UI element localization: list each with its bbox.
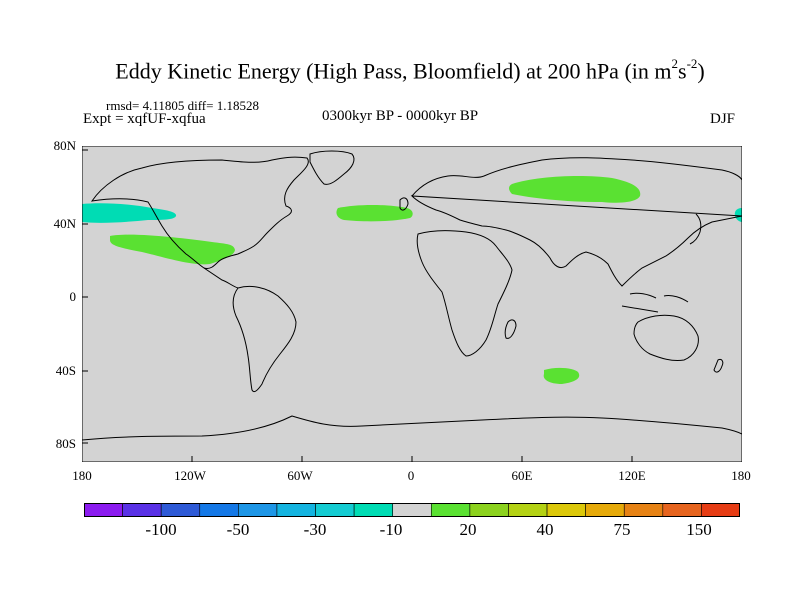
colorbar-box [392,503,432,517]
colorbar-box [160,503,201,517]
colorbar-box [276,503,316,517]
x-tick-180w: 180 [72,468,92,483]
colorbar-box [238,503,278,517]
colorbar-box [84,503,123,517]
plot-title: Eddy Kinetic Energy (High Pass, Bloomfie… [0,56,800,84]
colorbar-box [122,503,162,517]
title-superscript-1: 2 [671,56,679,71]
x-tick-0: 0 [407,468,415,483]
colorbar-label-minus50: -50 [226,520,250,539]
colorbar-box [546,503,586,517]
x-tick-120w: 120W [174,468,206,483]
season-label: DJF [710,111,736,127]
colorbar-label-40: 40 [536,520,554,539]
coast-south-america [232,285,297,393]
x-tick-60w: 60W [287,468,313,483]
colorbar-label-minus10: -10 [379,520,403,539]
y-tick-80s: 80S [55,436,76,451]
title-end: ) [697,58,705,84]
coast-japan [689,213,702,245]
colorbar-box [701,503,740,517]
coast-africa [416,230,513,357]
colorbar-box [508,503,548,517]
coast-north-america [90,156,309,269]
y-tick-80n: 80N [53,138,76,153]
colorbar-label-20: 20 [459,520,477,539]
coast-australia [633,314,699,361]
map-background [82,146,742,462]
colorbar-label-150: 150 [686,520,712,539]
colorbar-label-75: 75 [613,520,631,539]
colorbar-box [469,503,509,517]
coast-europe-asia [410,157,742,287]
anomaly-regions [82,176,742,384]
y-tick-0: 0 [69,289,77,304]
colorbar-box [199,503,239,517]
colorbar-label-minus100: -100 [145,520,177,539]
coastlines [82,150,742,441]
experiment-label: Expt = xqfUF-xqfua [83,111,206,127]
period-label: 0300kyr BP - 0000kyr BP [322,108,479,124]
y-tick-40n: 40N [53,216,76,231]
title-main: Eddy Kinetic Energy (High Pass, Bloomfie… [115,58,672,84]
colorbar-box [623,503,664,517]
title-mid: s [678,58,687,84]
coast-antarctica [82,415,742,441]
coast-uk [399,197,409,211]
colorbar-box [430,503,471,517]
positive-anomaly-eurasia [509,176,641,203]
axis-ticks [82,149,633,462]
colorbar-frame [84,503,740,517]
y-tick-40s: 40S [55,363,76,378]
title-superscript-2: -2 [686,56,698,71]
coast-indonesia [621,292,689,313]
coast-central-america [203,267,239,289]
colorbar-box [662,503,702,517]
colorbar [84,503,740,517]
colorbar-boxes [84,503,740,517]
negative-anomaly-east-edge [734,208,742,222]
negative-anomaly-pacific [82,203,177,223]
colorbar-box [353,503,394,517]
coast-madagascar [504,319,517,339]
rmsd-stats: rmsd= 4.11805 diff= 1.18528 [106,98,259,113]
x-tick-120e: 120E [618,468,646,483]
positive-anomaly-north-pacific [110,234,235,265]
positive-anomaly-north-atlantic [336,205,413,222]
world-map [82,146,742,462]
colorbar-label-minus30: -30 [303,520,327,539]
positive-anomaly-southern-ocean [543,367,580,384]
x-tick-60e: 60E [511,468,533,483]
coast-greenland [309,150,355,185]
colorbar-box [315,503,355,517]
coast-new-zealand [713,359,724,373]
colorbar-box [585,503,625,517]
x-tick-180e: 180 [731,468,751,483]
